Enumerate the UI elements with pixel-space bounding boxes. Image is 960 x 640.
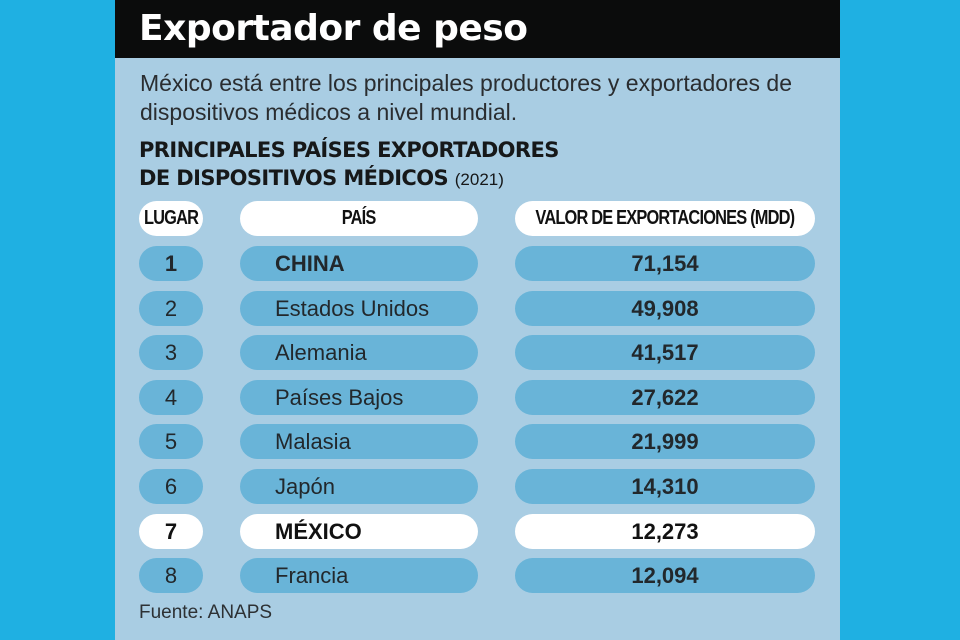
country-cell: Estados Unidos bbox=[240, 291, 478, 326]
rank-cell: 8 bbox=[139, 558, 203, 593]
table-heading-line1: PRINCIPALES PAÍSES EXPORTADORES bbox=[139, 138, 559, 162]
rank-cell: 6 bbox=[139, 469, 203, 504]
country-cell: MÉXICO bbox=[240, 514, 478, 549]
column-header-country: PAÍS bbox=[240, 201, 478, 236]
country-cell: CHINA bbox=[240, 246, 478, 281]
country-cell: Alemania bbox=[240, 335, 478, 370]
value-cell: 71,154 bbox=[515, 246, 815, 281]
country-cell: Francia bbox=[240, 558, 478, 593]
rank-cell: 3 bbox=[139, 335, 203, 370]
infographic-title: Exportador de peso bbox=[139, 8, 528, 49]
column-header-value: VALOR DE EXPORTACIONES (MDD) bbox=[515, 201, 815, 236]
value-cell: 14,310 bbox=[515, 469, 815, 504]
rank-cell: 5 bbox=[139, 424, 203, 459]
country-cell: Países Bajos bbox=[240, 380, 478, 415]
rank-cell: 1 bbox=[139, 246, 203, 281]
infographic-panel: Exportador de peso México está entre los… bbox=[115, 0, 840, 640]
column-header-rank: LUGAR bbox=[139, 201, 203, 236]
source-note: Fuente: ANAPS bbox=[139, 602, 273, 623]
country-cell: Japón bbox=[240, 469, 478, 504]
value-cell: 27,622 bbox=[515, 380, 815, 415]
table-heading-year: (2021) bbox=[454, 170, 504, 189]
column-header-country-label: PAÍS bbox=[342, 207, 377, 229]
value-cell: 41,517 bbox=[515, 335, 815, 370]
value-cell: 21,999 bbox=[515, 424, 815, 459]
table-heading-line2: DE DISPOSITIVOS MÉDICOS (2021) bbox=[139, 164, 559, 194]
column-header-rank-label: LUGAR bbox=[143, 207, 199, 229]
table-heading: PRINCIPALES PAÍSES EXPORTADORES DE DISPO… bbox=[139, 136, 559, 194]
infographic-subtitle: México está entre los principales produc… bbox=[140, 70, 793, 125]
column-header-value-label: VALOR DE EXPORTACIONES (MDD) bbox=[535, 207, 796, 229]
rank-cell: 4 bbox=[139, 380, 203, 415]
value-cell: 12,094 bbox=[515, 558, 815, 593]
rank-cell: 2 bbox=[139, 291, 203, 326]
rank-cell: 7 bbox=[139, 514, 203, 549]
table-heading-line2-text: DE DISPOSITIVOS MÉDICOS bbox=[139, 166, 449, 190]
value-cell: 12,273 bbox=[515, 514, 815, 549]
title-bar: Exportador de peso bbox=[115, 0, 840, 58]
value-cell: 49,908 bbox=[515, 291, 815, 326]
country-cell: Malasia bbox=[240, 424, 478, 459]
